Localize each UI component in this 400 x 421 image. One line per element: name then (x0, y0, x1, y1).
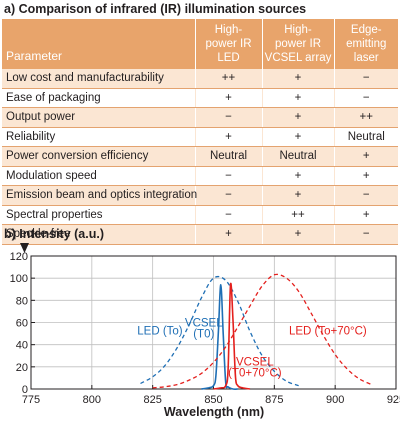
rating-cell: − (194, 107, 262, 128)
rating-cell: ++ (261, 205, 334, 225)
y-tick-label: 100 (10, 273, 28, 285)
table-row: Ease of packaging + + − (2, 88, 398, 108)
y-tick-label: 120 (10, 251, 28, 263)
y-tick-label: 20 (16, 362, 28, 374)
rating-cell: + (261, 127, 334, 147)
parameter-cell: Power conversion efficiency (2, 146, 195, 167)
annotation-label: (T0) (193, 329, 214, 341)
x-tick-label: 800 (83, 394, 101, 406)
table-row: Output power − + ++ (2, 107, 398, 128)
rating-cell: + (261, 88, 334, 108)
header-line: VCSEL array (264, 52, 332, 64)
chart-series (140, 273, 372, 390)
rating-cell: Neutral (333, 127, 398, 147)
annotation-label: (T0+70°C) (228, 367, 282, 379)
y-tick-label: 40 (16, 340, 28, 352)
rating-cell: + (194, 127, 262, 147)
header-line: emitting (346, 38, 387, 50)
chart-title: b) Intensity (a.u.) (4, 227, 104, 241)
rating-cell: ++ (194, 69, 262, 89)
parameter-cell: Speckle-free (2, 224, 195, 245)
header-line: Parameter (6, 49, 63, 63)
parameter-cell: Ease of packaging (2, 88, 195, 108)
rating-cell: + (261, 224, 334, 245)
table-row: Power conversion efficiency Neutral Neutra… (2, 146, 398, 167)
parameter-cell: Spectral properties (2, 205, 195, 225)
rating-cell: + (333, 146, 398, 167)
header-cell-edge-laser: Edge-emitting laser (333, 19, 398, 69)
table-body: Low cost and manufacturability ++ + − Ease o… (2, 69, 398, 245)
annotation-label: LED (To) (137, 325, 183, 337)
x-axis-label: Wavelength (nm) (164, 405, 264, 419)
x-tick-label: 925 (387, 394, 400, 406)
y-tick-label: 0 (22, 384, 28, 396)
comparison-table: Parameter High-power IR LED High-power IR… (2, 19, 398, 245)
parameter-cell: Emission beam and optics integration (2, 185, 197, 206)
parameter-cell: Modulation speed (2, 166, 195, 186)
table-row: Reliability + + Neutral (2, 127, 398, 147)
rating-cell: + (261, 69, 334, 89)
rating-cell: − (194, 205, 262, 225)
table-row: Speckle-free + + − (2, 224, 398, 245)
x-tick-label: 775 (22, 394, 40, 406)
header-line: power IR (274, 38, 322, 50)
series-line-0 (140, 275, 299, 387)
parameter-cell: Output power (2, 107, 195, 128)
rating-cell: + (261, 185, 334, 206)
rating-cell: Neutral (194, 146, 262, 167)
table-title: a) Comparison of infrared (IR) illuminat… (4, 2, 307, 16)
rating-cell: + (261, 107, 334, 128)
series-line-3 (213, 282, 251, 390)
rating-cell: + (261, 166, 334, 186)
y-tick-label: 60 (16, 318, 28, 330)
annotation-label: VCSEL (185, 318, 223, 330)
table-header-row: Parameter High-power IR LED High-power IR… (2, 19, 398, 69)
series-line-2 (152, 273, 372, 389)
x-tick-label: 825 (143, 394, 161, 406)
rating-cell: − (333, 69, 398, 89)
series-line-1 (201, 283, 238, 390)
table-row: Spectral properties − ++ + (2, 205, 398, 225)
axis-ticks: 0 20 40 60 80 100 120 775 800 825 850 875 900 925 (10, 251, 400, 406)
header-line: laser (353, 52, 379, 64)
rating-cell: − (333, 224, 398, 245)
header-line: LED (217, 52, 240, 64)
rating-cell: − (333, 185, 398, 206)
rating-cell: + (333, 205, 398, 225)
chart-grid (31, 256, 396, 389)
header-cell-parameter: Parameter (2, 19, 195, 69)
parameter-cell: Reliability (2, 127, 195, 147)
y-axis-arrow-icon (20, 243, 29, 253)
parameter-cell: Low cost and manufacturability (2, 69, 195, 89)
header-line: High- (284, 24, 312, 36)
y-tick-label: 80 (16, 295, 28, 307)
table-row: Modulation speed − + + (2, 166, 398, 186)
rating-cell: ++ (333, 107, 398, 128)
x-tick-label: 850 (204, 394, 222, 406)
table-row: Low cost and manufacturability ++ + − (2, 69, 398, 89)
rating-cell: + (194, 88, 262, 108)
header-cell-led: High-power IR LED (194, 19, 262, 69)
x-tick-label: 875 (265, 394, 283, 406)
rating-cell: Neutral (261, 146, 334, 167)
rating-cell: + (194, 224, 262, 245)
annotation-label: VCSEL (236, 356, 274, 368)
rating-cell: − (194, 166, 262, 186)
header-line: power IR (205, 38, 252, 50)
header-line: Edge- (350, 24, 382, 36)
header-line: High- (214, 24, 243, 36)
rating-cell: − (333, 88, 398, 108)
chart-annotations: LED (To)VCSEL(T0) LED (To+70°C)VCSEL(T0+7… (137, 318, 367, 380)
x-tick-label: 900 (326, 394, 344, 406)
annotation-label: LED (To+70°C) (289, 325, 367, 337)
header-cell-vcsel: High-power IR VCSEL array (261, 19, 334, 69)
rating-cell: − (194, 185, 262, 206)
rating-cell: + (333, 166, 398, 186)
table-row: Emission beam and optics integration − + − (2, 185, 398, 206)
